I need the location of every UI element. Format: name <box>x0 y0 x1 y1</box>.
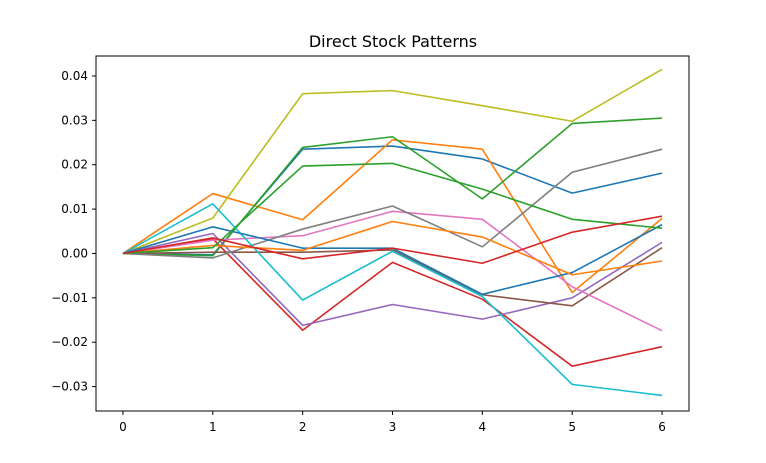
y-tick-label: 0.03 <box>61 113 88 127</box>
x-tick-label: 0 <box>119 420 127 434</box>
series-line-7 <box>122 210 663 332</box>
series-line-2 <box>122 139 663 294</box>
series-line-3 <box>122 117 663 257</box>
series-line-8 <box>122 148 663 259</box>
series-line-13 <box>122 162 663 255</box>
ticks-layer: 0 1 2 3 4 5 6 −0.03 −0.02 −0.01 0.00 0.01 0.02 0.03 0.… <box>51 69 666 434</box>
series-layer <box>122 68 663 397</box>
y-tick-label: 0.04 <box>61 69 88 83</box>
series-line-5 <box>122 232 663 327</box>
series-line-6 <box>122 247 663 307</box>
y-tick-label: 0.02 <box>61 158 88 172</box>
x-tick-label: 2 <box>299 420 307 434</box>
series-line-4 <box>122 238 663 367</box>
series-line-10 <box>122 202 663 397</box>
plot-frame <box>95 55 690 412</box>
y-tick-label: −0.02 <box>51 335 88 349</box>
chart-title: Direct Stock Patterns <box>309 32 477 51</box>
series-line-12 <box>122 220 663 276</box>
x-tick-label: 1 <box>209 420 217 434</box>
y-tick-label: −0.01 <box>51 291 88 305</box>
x-tick-label: 5 <box>568 420 576 434</box>
x-tick-label: 4 <box>479 420 487 434</box>
x-tick-label: 3 <box>389 420 397 434</box>
x-tick-label: 6 <box>658 420 666 434</box>
y-tick-label: −0.03 <box>51 380 88 394</box>
y-tick-label: 0.00 <box>61 246 88 260</box>
y-tick-label: 0.01 <box>61 202 88 216</box>
series-line-14 <box>122 215 663 265</box>
series-line-9 <box>122 68 663 255</box>
